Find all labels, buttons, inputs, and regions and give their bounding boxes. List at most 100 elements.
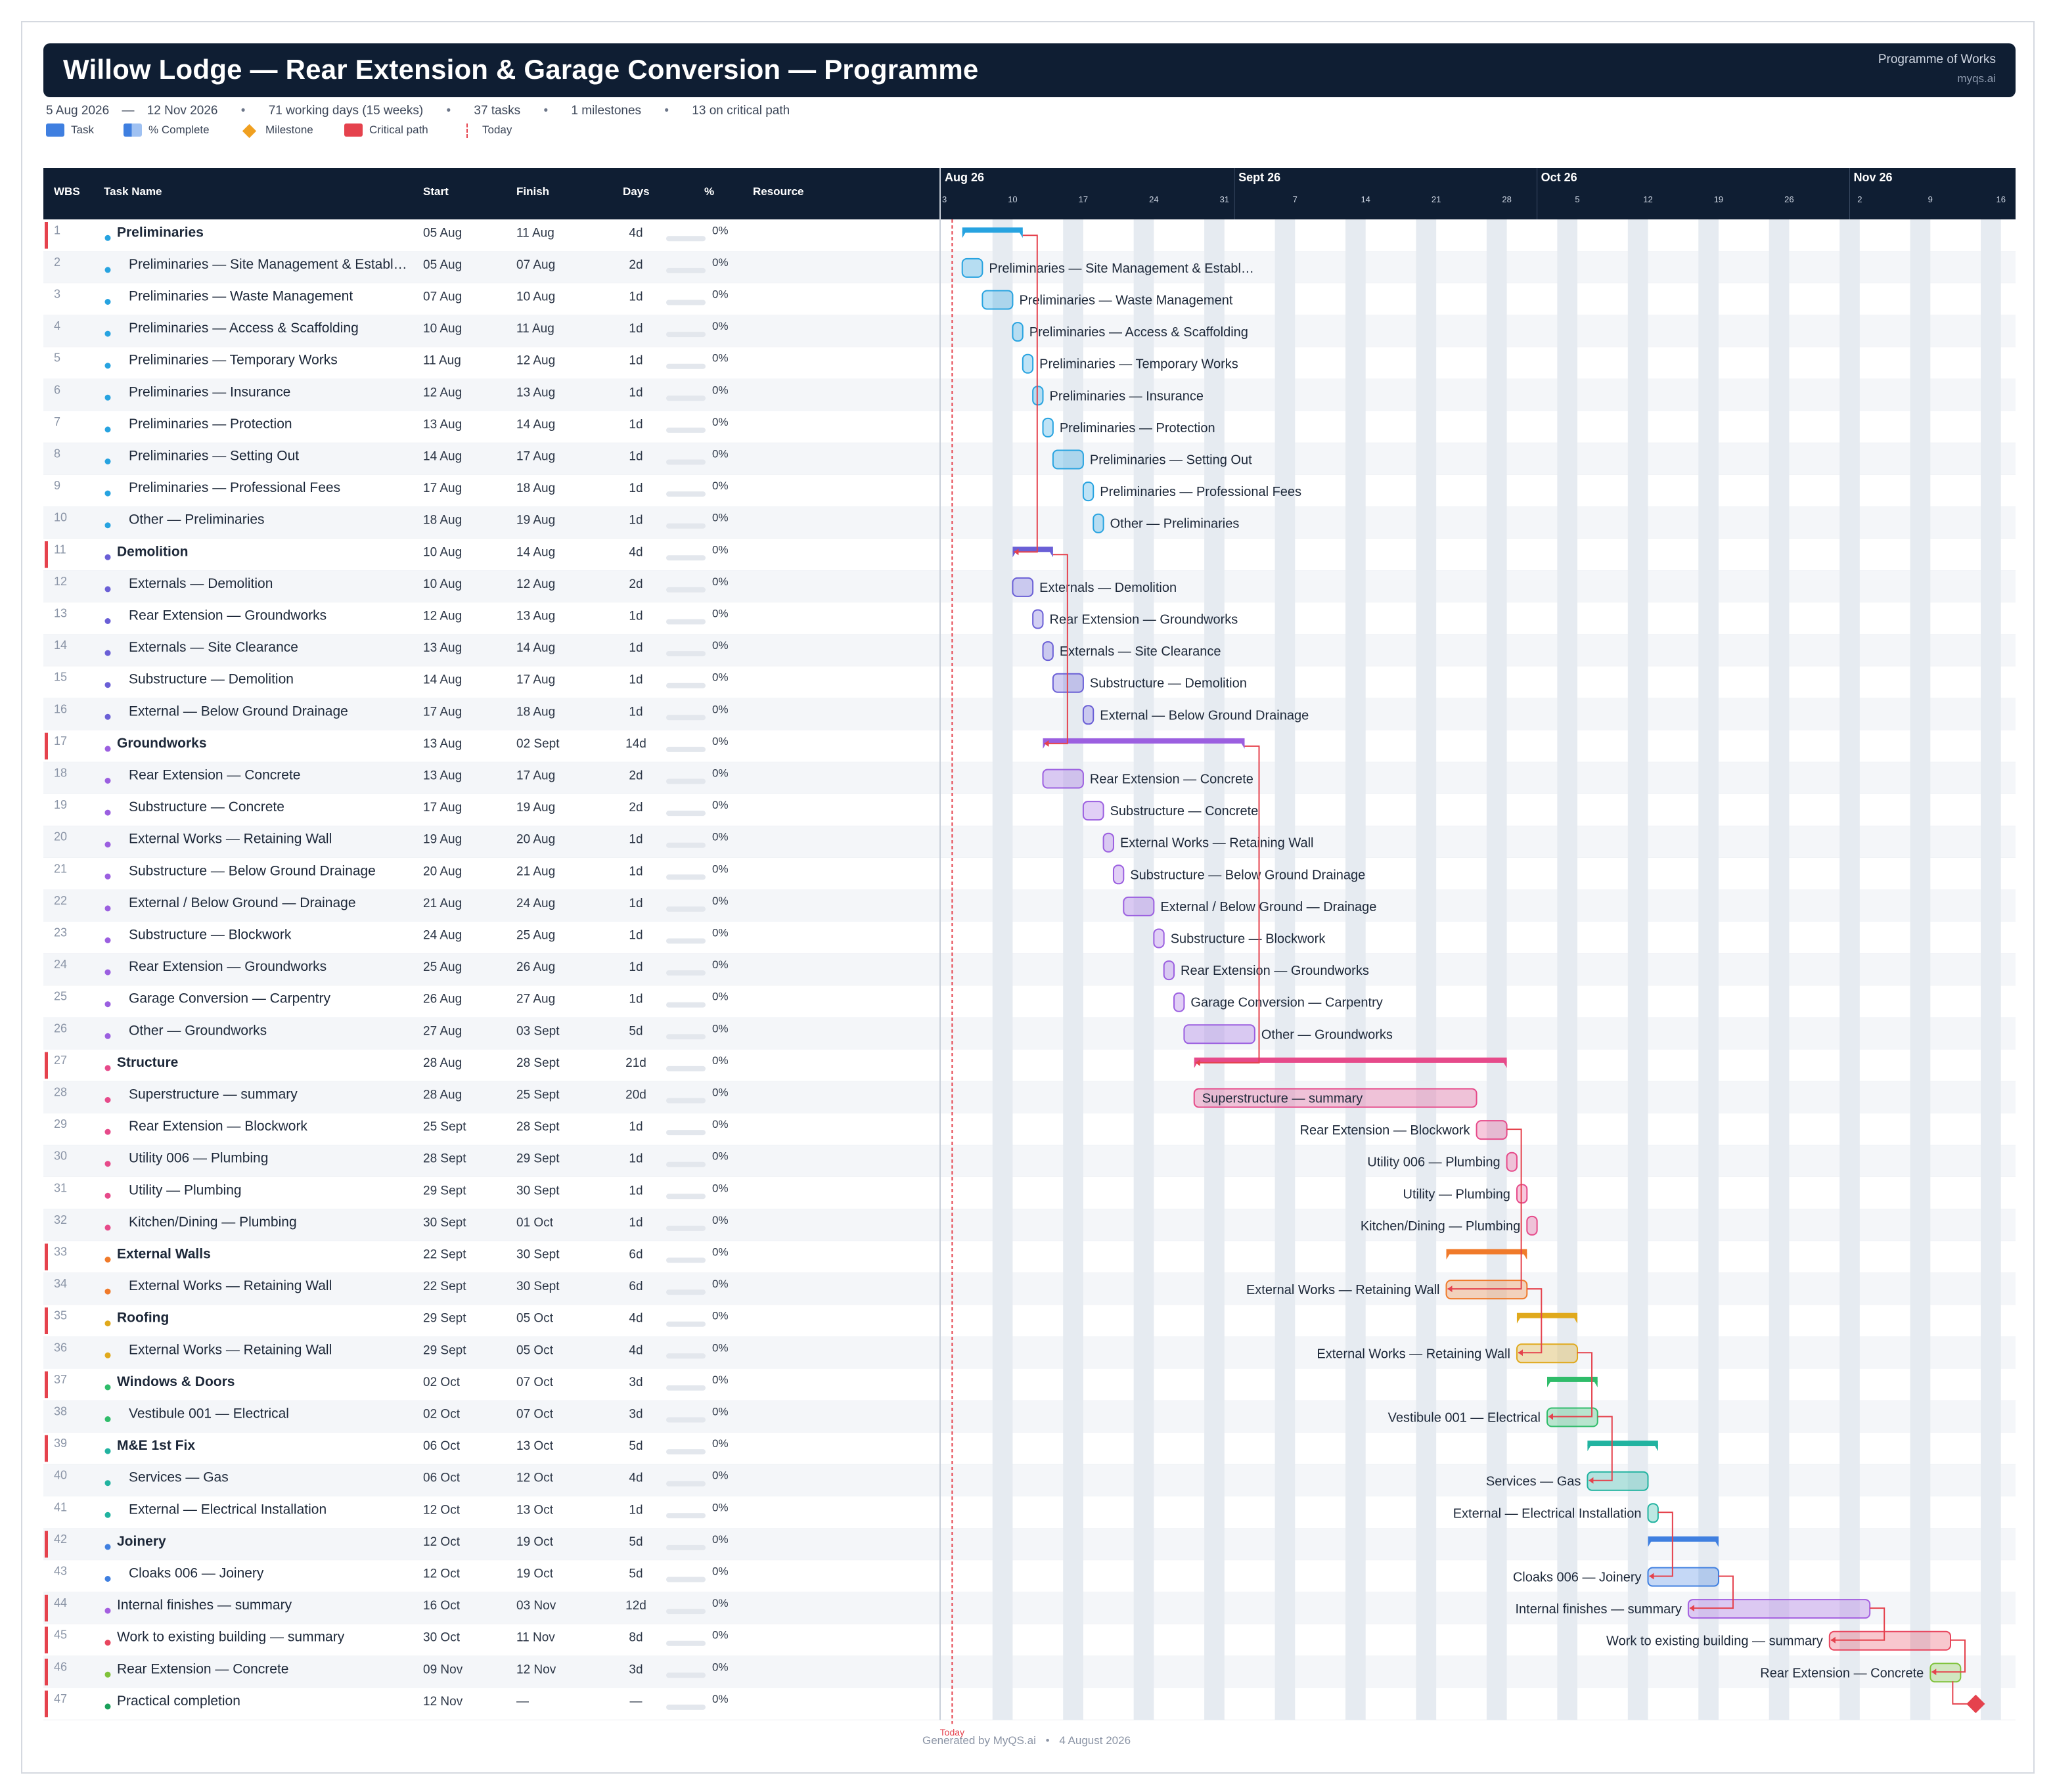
pct-cell: 0% bbox=[712, 639, 729, 652]
task-name-cell: Preliminaries — Access & Scaffolding bbox=[129, 321, 359, 336]
task-bar bbox=[1153, 928, 1165, 949]
start-cell: 29 Sept bbox=[423, 1184, 466, 1198]
row-stripe bbox=[43, 826, 2016, 858]
task-bar bbox=[1082, 801, 1104, 821]
pct-cell: 0% bbox=[712, 1118, 729, 1131]
start-cell: 06 Oct bbox=[423, 1439, 461, 1453]
days-cell: 14d bbox=[625, 737, 646, 751]
days-cell: 1d bbox=[629, 354, 643, 368]
days-cell: 6d bbox=[629, 1248, 643, 1262]
row-stripe bbox=[43, 1560, 2016, 1592]
group-dot bbox=[104, 1703, 111, 1710]
wbs-cell: 31 bbox=[54, 1181, 67, 1194]
week-tick-label: 10 bbox=[1008, 194, 1017, 204]
finish-cell: 19 Aug bbox=[516, 514, 555, 527]
start-cell: 16 Oct bbox=[423, 1599, 461, 1613]
wbs-cell: 46 bbox=[54, 1660, 67, 1673]
start-cell: 29 Sept bbox=[423, 1343, 466, 1357]
start-cell: 25 Aug bbox=[423, 960, 462, 974]
finish-cell: 05 Oct bbox=[516, 1343, 554, 1357]
month-label: Aug 26 bbox=[945, 171, 984, 184]
group-dot bbox=[104, 1097, 111, 1103]
start-cell: 10 Aug bbox=[423, 545, 462, 559]
bar-label: Services — Gas bbox=[1486, 1475, 1581, 1489]
summary-bar bbox=[1012, 547, 1053, 552]
wbs-cell: 42 bbox=[54, 1533, 67, 1546]
bar-label: Preliminaries — Setting Out bbox=[1090, 453, 1252, 468]
col-pct: % bbox=[704, 185, 715, 198]
pct-cell: 0% bbox=[712, 1597, 729, 1609]
wbs-cell: 4 bbox=[54, 319, 60, 332]
task-name-cell: M&E 1st Fix bbox=[117, 1438, 195, 1453]
week-tick-label: 17 bbox=[1079, 194, 1088, 204]
footer-generated: Generated by MyQS.ai bbox=[922, 1734, 1036, 1747]
finish-cell: 19 Oct bbox=[516, 1535, 554, 1549]
finish-cell: 14 Aug bbox=[516, 545, 555, 559]
progress-track bbox=[666, 778, 706, 784]
days-cell: 4d bbox=[629, 1343, 643, 1357]
critical-marker bbox=[45, 1243, 48, 1270]
progress-track bbox=[666, 842, 706, 848]
legend-critical-swatch bbox=[344, 123, 363, 137]
finish-cell: 18 Aug bbox=[516, 482, 555, 495]
task-bar bbox=[1173, 992, 1185, 1012]
start-cell: 11 Aug bbox=[423, 354, 461, 368]
pct-cell: 0% bbox=[712, 1054, 729, 1067]
task-bar bbox=[1022, 353, 1034, 374]
stat-dash: — bbox=[122, 104, 135, 118]
pct-cell: 0% bbox=[712, 1661, 729, 1673]
task-name-cell: Other — Groundworks bbox=[129, 1023, 267, 1038]
footer-dot: • bbox=[1045, 1734, 1050, 1747]
start-cell: 30 Sept bbox=[423, 1216, 466, 1230]
task-bar bbox=[1112, 864, 1125, 885]
pct-cell: 0% bbox=[712, 958, 729, 971]
days-cell: 1d bbox=[629, 610, 643, 623]
task-name-cell: External Walls bbox=[117, 1247, 211, 1262]
start-cell: 25 Sept bbox=[423, 1120, 466, 1134]
finish-cell: 03 Sept bbox=[516, 1024, 560, 1038]
task-bar bbox=[961, 258, 983, 278]
group-dot bbox=[104, 1448, 111, 1454]
start-cell: 22 Sept bbox=[423, 1248, 466, 1262]
dependency-arrow bbox=[1548, 1352, 1593, 1418]
pct-cell: 0% bbox=[712, 862, 729, 875]
group-dot bbox=[104, 235, 111, 241]
bar-label: Substructure — Below Ground Drainage bbox=[1130, 868, 1365, 882]
bar-label: Externals — Site Clearance bbox=[1060, 644, 1221, 659]
progress-track bbox=[666, 1672, 706, 1678]
weekend-column bbox=[1627, 219, 1648, 1720]
task-name-cell: External Works — Retaining Wall bbox=[129, 1278, 332, 1293]
bar-label: External Works — Retaining Wall bbox=[1317, 1347, 1510, 1361]
pct-cell: 0% bbox=[712, 1565, 729, 1578]
wbs-cell: 34 bbox=[54, 1277, 67, 1290]
start-cell: 09 Nov bbox=[423, 1663, 463, 1676]
row-stripe bbox=[43, 666, 2016, 698]
days-cell: 2d bbox=[629, 258, 643, 272]
pct-cell: 0% bbox=[712, 831, 729, 843]
bar-label: Other — Groundworks bbox=[1261, 1027, 1393, 1042]
finish-cell: 13 Oct bbox=[516, 1439, 554, 1453]
task-name-cell: External — Below Ground Drainage bbox=[129, 704, 348, 719]
group-dot bbox=[104, 778, 111, 784]
pct-cell: 0% bbox=[712, 1693, 729, 1705]
row-stripe bbox=[43, 347, 2016, 379]
days-cell: 1d bbox=[629, 1503, 643, 1517]
days-cell: 4d bbox=[629, 1471, 643, 1485]
progress-track bbox=[666, 874, 706, 880]
bar-label: External Works — Retaining Wall bbox=[1120, 836, 1314, 851]
progress-track bbox=[666, 1481, 706, 1487]
wbs-cell: 22 bbox=[54, 894, 67, 907]
row-stripe bbox=[43, 1592, 2016, 1624]
critical-marker bbox=[45, 1307, 48, 1334]
weekend-column bbox=[1698, 219, 1719, 1720]
week-tick-label: 2 bbox=[1857, 194, 1862, 204]
progress-track bbox=[666, 363, 706, 369]
days-cell: 5d bbox=[629, 1535, 643, 1549]
task-name-cell: Garage Conversion — Carpentry bbox=[129, 991, 330, 1006]
start-cell: 12 Oct bbox=[423, 1535, 461, 1549]
finish-cell: 12 Aug bbox=[516, 354, 555, 368]
bar-label: Rear Extension — Blockwork bbox=[1300, 1123, 1471, 1138]
pct-cell: 0% bbox=[712, 671, 729, 684]
legend-today-label: Today bbox=[482, 123, 512, 136]
row-stripe bbox=[43, 1209, 2016, 1242]
